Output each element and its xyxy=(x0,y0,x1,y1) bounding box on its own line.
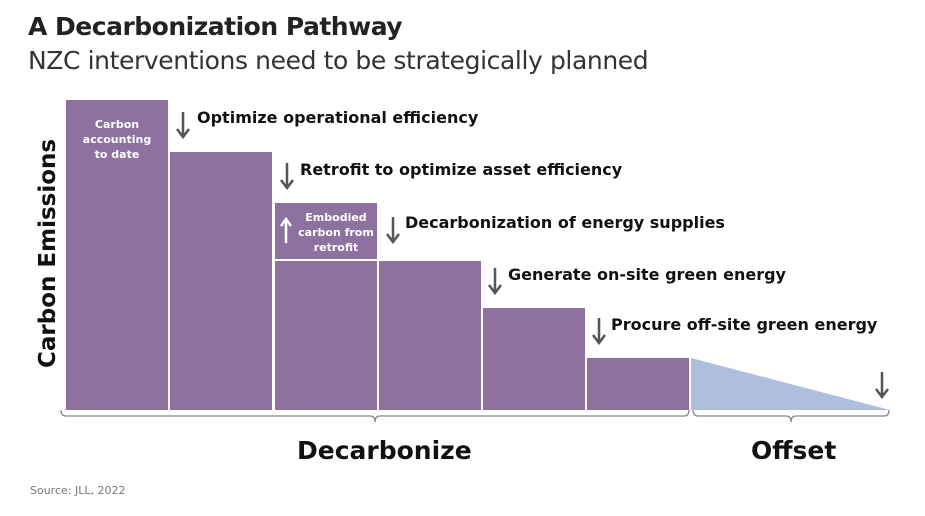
step-label: Procure off-site green energy xyxy=(611,315,878,334)
offset-triangle xyxy=(691,358,890,410)
carbon-accounting-label: Carbon accounting to date xyxy=(82,118,152,161)
step-label: Retrofit to optimize asset efficiency xyxy=(300,160,623,179)
arrow-up-icon xyxy=(280,216,292,243)
step-label: Generate on-site green energy xyxy=(508,265,786,284)
embodied-carbon-label: Embodied carbon from retrofit xyxy=(298,211,374,254)
offset-brace xyxy=(692,409,890,423)
bar-step-1 xyxy=(170,152,272,410)
arrow-down-icon xyxy=(176,112,190,139)
step-label: Decarbonization of energy supplies xyxy=(405,213,725,232)
bar-step-5 xyxy=(587,358,689,410)
bar-step-4 xyxy=(483,308,585,410)
y-axis-label: Carbon Emissions xyxy=(35,138,61,368)
arrow-down-icon xyxy=(280,163,294,190)
step-label: Optimize operational efficiency xyxy=(197,108,479,127)
bar-step-3 xyxy=(379,261,481,410)
bar-carbon-accounting xyxy=(66,100,168,410)
arrow-down-icon xyxy=(386,217,400,244)
arrow-down-icon xyxy=(592,318,606,345)
decarbonize-brace xyxy=(60,409,690,423)
offset-label: Offset xyxy=(751,436,837,465)
bar-embodied-carbon xyxy=(275,203,377,259)
phase-braces xyxy=(60,409,890,423)
source-note: Source: JLL, 2022 xyxy=(30,484,126,497)
arrow-down-icon xyxy=(488,268,502,295)
diagram-subtitle: NZC interventions need to be strategical… xyxy=(28,46,649,75)
bar-step-2 xyxy=(275,261,377,410)
decarbonize-label: Decarbonize xyxy=(297,436,472,465)
arrow-down-icon xyxy=(875,372,889,399)
diagram-title: A Decarbonization Pathway xyxy=(28,12,403,41)
